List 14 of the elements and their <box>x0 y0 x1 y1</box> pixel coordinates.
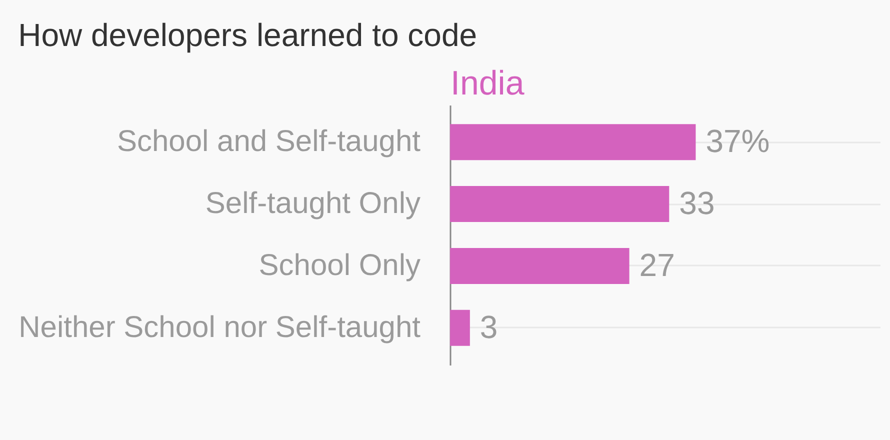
data-label: 33 <box>679 185 715 222</box>
y-tick-label: School Only <box>258 248 420 282</box>
data-label: 27 <box>639 246 675 283</box>
chart-title: How developers learned to code <box>18 17 478 53</box>
series-label: India <box>450 64 524 102</box>
y-tick-label: Neither School nor Self-taught <box>18 310 422 344</box>
y-tick-label: School and Self-taught <box>116 125 422 158</box>
data-label: 3 <box>480 308 498 345</box>
y-tick-label: Self-taught Only <box>205 187 420 220</box>
bar <box>450 248 630 284</box>
bar <box>450 186 670 222</box>
bar <box>450 124 696 160</box>
bar <box>450 310 470 346</box>
data-label: 37% <box>706 123 770 160</box>
